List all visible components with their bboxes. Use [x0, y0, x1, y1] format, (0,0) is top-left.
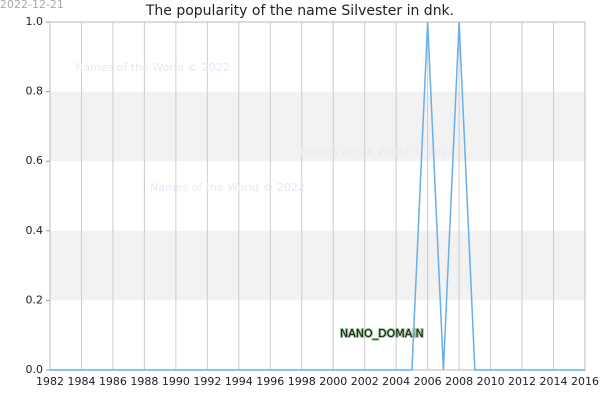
x-tick-label: 1986: [99, 375, 127, 388]
x-tick-label: 1988: [130, 375, 158, 388]
y-tick-label: 0.4: [26, 224, 44, 237]
date-stamp: 2022-12-21: [0, 0, 64, 11]
x-tick-label: 2010: [477, 375, 505, 388]
x-tick-label: 1998: [288, 375, 316, 388]
band: [50, 91, 585, 162]
y-tick-label: 0.2: [26, 293, 44, 306]
watermark: Names of the World © 2022: [75, 61, 230, 74]
x-tick-label: 2002: [351, 375, 379, 388]
x-tick-label: 2004: [382, 375, 410, 388]
domain-label: NANO_DOMAIN: [340, 327, 424, 340]
x-tick-label: 2012: [508, 375, 536, 388]
y-tick-label: 0.0: [26, 363, 44, 376]
x-tick-label: 2000: [319, 375, 347, 388]
x-tick-label: 1984: [67, 375, 95, 388]
x-tick-label: 1994: [225, 375, 253, 388]
band: [50, 230, 585, 301]
x-tick-label: 1982: [36, 375, 64, 388]
watermark: Names of the World © 2022: [300, 145, 455, 158]
x-tick-label: 1996: [256, 375, 284, 388]
y-tick-label: 0.6: [26, 154, 44, 167]
x-tick-label: 1992: [193, 375, 221, 388]
chart-title: The popularity of the name Silvester in …: [145, 3, 454, 19]
x-tick-label: 2016: [571, 375, 599, 388]
watermark: Names of the World © 2022: [150, 181, 305, 194]
y-tick-label: 1.0: [26, 15, 44, 28]
x-tick-label: 1990: [162, 375, 190, 388]
x-tick-label: 2008: [445, 375, 473, 388]
x-tick-label: 2006: [414, 375, 442, 388]
x-tick-label: 2014: [540, 375, 568, 388]
line-series: [50, 21, 585, 371]
y-tick-label: 0.8: [26, 85, 44, 98]
